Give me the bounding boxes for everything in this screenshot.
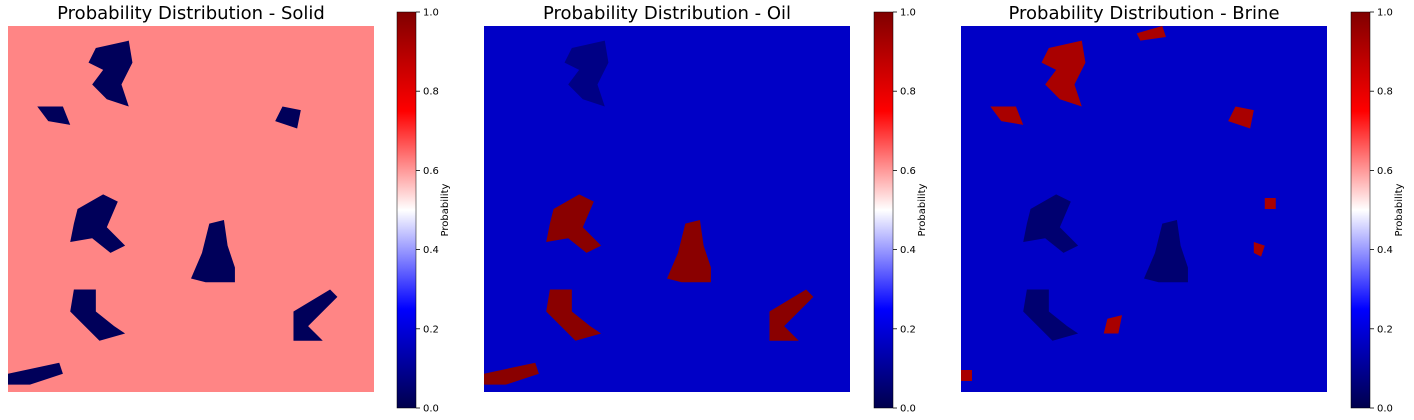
heatmap-region xyxy=(564,40,609,107)
colorbar-tick-label: 1.0 xyxy=(423,8,439,19)
colorbar xyxy=(1350,11,1371,409)
colorbar-tick-label: 0.4 xyxy=(423,245,439,256)
colorbar xyxy=(873,11,894,409)
heatmap-region xyxy=(546,289,602,341)
heatmap-region xyxy=(8,362,63,385)
heatmap-region xyxy=(1023,194,1079,253)
colorbar xyxy=(396,11,417,409)
colorbar-tick-label: 0.0 xyxy=(423,404,439,415)
panel-solid: Probability Distribution - Solid 0.0 0.2 0… xyxy=(0,0,470,420)
colorbar-tick-label: 0.0 xyxy=(900,404,916,415)
chart-title: Probability Distribution - Brine xyxy=(1008,3,1280,24)
colorbar-label: Probability xyxy=(440,183,451,236)
heatmap-oil: 0.0 0.2 0.4 0.6 0.8 1.0 Probability xyxy=(484,8,928,415)
heatmap-region xyxy=(1023,289,1079,341)
colorbar-tick-label: 1.0 xyxy=(1377,8,1393,19)
heatmap-region xyxy=(1041,40,1086,107)
heatmap-region xyxy=(484,362,539,385)
colorbar-tick-label: 0.6 xyxy=(423,166,439,177)
colorbar-tick-label: 1.0 xyxy=(900,8,916,19)
colorbar-tick-label: 0.4 xyxy=(900,245,916,256)
heatmap-region xyxy=(88,40,133,107)
heatmap-region xyxy=(70,194,126,253)
colorbar-tick-label: 0.8 xyxy=(1377,87,1393,98)
heatmap-solid: 0.0 0.2 0.4 0.6 0.8 1.0 Probability xyxy=(8,8,451,415)
chart-title: Probability Distribution - Solid xyxy=(57,3,325,24)
colorbar-tick-label: 0.4 xyxy=(1377,245,1393,256)
colorbar-tick-label: 0.2 xyxy=(423,324,439,335)
heatmap-region xyxy=(70,289,126,341)
chart-title: Probability Distribution - Oil xyxy=(543,3,791,24)
colorbar-tick-label: 0.2 xyxy=(900,324,916,335)
heatmap-region xyxy=(1144,219,1188,283)
colorbar-label: Probability xyxy=(1394,183,1405,236)
colorbar-tick-label: 0.6 xyxy=(1377,166,1393,177)
heatmap-region xyxy=(667,219,711,283)
heatmap-region xyxy=(37,106,301,129)
heatmap-region xyxy=(769,289,814,341)
heatmap-region xyxy=(293,289,338,341)
colorbar-tick-label: 0.8 xyxy=(423,87,439,98)
colorbar-tick-label: 0.0 xyxy=(1377,404,1393,415)
colorbar-tick-label: 0.2 xyxy=(1377,324,1393,335)
heatmap-brine: 0.0 0.2 0.4 0.6 0.8 1.0 Probability xyxy=(961,8,1405,415)
heatmap-region xyxy=(546,194,602,253)
heatmap-region xyxy=(990,106,1254,129)
panel-brine: Probability Distribution - Brine 0.0 0.2 0… xyxy=(954,0,1414,420)
colorbar-tick-label: 0.8 xyxy=(900,87,916,98)
heatmap-region xyxy=(191,219,235,283)
colorbar-label: Probability xyxy=(917,183,928,236)
panel-oil: Probability Distribution - Oil 0.0 0.2 0.4… xyxy=(477,0,947,420)
colorbar-tick-label: 0.6 xyxy=(900,166,916,177)
